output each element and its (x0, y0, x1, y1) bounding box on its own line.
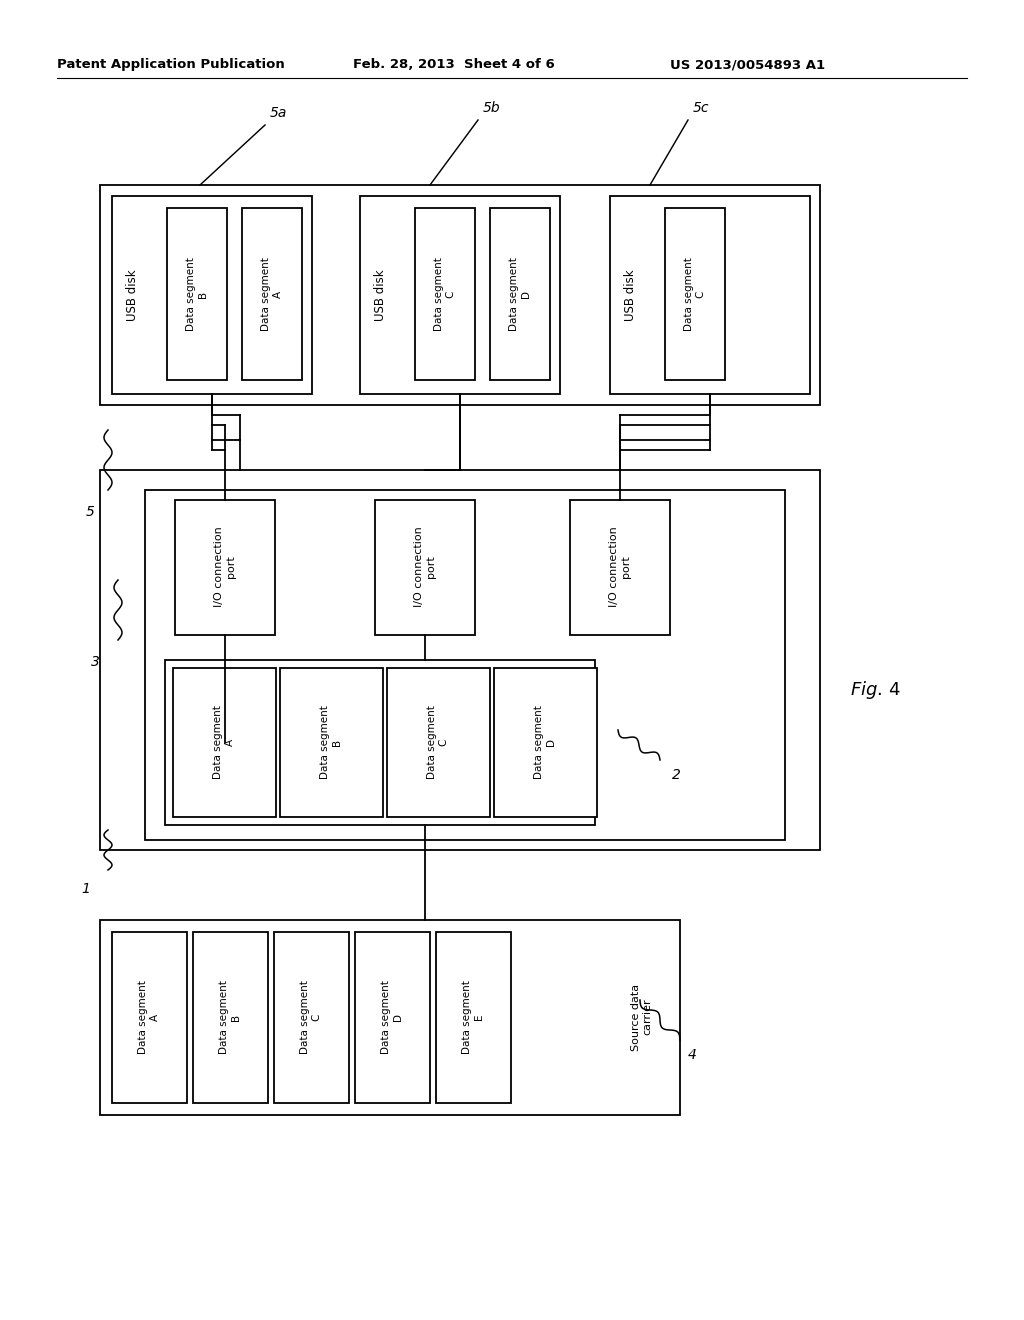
Text: $\mathit{Fig}$. 4: $\mathit{Fig}$. 4 (850, 678, 901, 701)
Bar (100, 185, 820, 405)
Text: I/O connection
port: I/O connection port (609, 527, 631, 607)
Text: Data segment
A: Data segment A (261, 257, 283, 331)
Bar (167, 209, 227, 380)
Bar (415, 209, 475, 380)
Bar (145, 490, 785, 840)
Text: 5: 5 (86, 506, 95, 519)
Bar (193, 932, 268, 1104)
Bar (610, 195, 810, 393)
Bar (387, 668, 490, 817)
Bar (665, 209, 725, 380)
Bar (490, 209, 550, 380)
Bar (375, 500, 475, 635)
Bar (274, 932, 349, 1104)
Bar (436, 932, 511, 1104)
Text: Data segment
B: Data segment B (321, 705, 342, 779)
Bar (173, 668, 276, 817)
Text: USB disk: USB disk (624, 269, 637, 321)
Text: 1: 1 (81, 882, 90, 896)
Bar (280, 668, 383, 817)
Text: I/O connection
port: I/O connection port (414, 527, 436, 607)
Bar (112, 195, 312, 393)
Text: Data segment
E: Data segment E (462, 979, 483, 1053)
Text: Data segment
A: Data segment A (213, 705, 234, 779)
Bar (112, 932, 187, 1104)
Text: Patent Application Publication: Patent Application Publication (57, 58, 285, 71)
Text: Data segment
C: Data segment C (684, 257, 706, 331)
Text: 5c: 5c (693, 102, 710, 115)
Text: Data segment
C: Data segment C (434, 257, 456, 331)
Text: Data segment
D: Data segment D (535, 705, 556, 779)
Text: 3: 3 (91, 655, 100, 669)
Bar (100, 470, 820, 850)
Text: Data segment
B: Data segment B (219, 979, 241, 1053)
Bar (242, 209, 302, 380)
Text: USB disk: USB disk (374, 269, 386, 321)
Text: 5a: 5a (270, 106, 288, 120)
Text: Data segment
D: Data segment D (509, 257, 530, 331)
Text: 4: 4 (688, 1048, 697, 1063)
Bar (165, 660, 595, 825)
Bar (175, 500, 275, 635)
Text: USB disk: USB disk (126, 269, 138, 321)
Text: 2: 2 (672, 768, 681, 781)
Text: US 2013/0054893 A1: US 2013/0054893 A1 (670, 58, 825, 71)
Bar (360, 195, 560, 393)
Bar (100, 920, 680, 1115)
Text: Data segment
B: Data segment B (186, 257, 208, 331)
Bar (570, 500, 670, 635)
Bar (355, 932, 430, 1104)
Text: Feb. 28, 2013  Sheet 4 of 6: Feb. 28, 2013 Sheet 4 of 6 (353, 58, 555, 71)
Text: 5b: 5b (483, 102, 501, 115)
Bar (494, 668, 597, 817)
Text: Data segment
C: Data segment C (427, 705, 449, 779)
Text: Data segment
D: Data segment D (381, 979, 402, 1053)
Text: I/O connection
port: I/O connection port (214, 527, 236, 607)
Text: Data segment
C: Data segment C (300, 979, 322, 1053)
Text: Source data
carrier: Source data carrier (631, 983, 653, 1051)
Text: Data segment
A: Data segment A (138, 979, 160, 1053)
